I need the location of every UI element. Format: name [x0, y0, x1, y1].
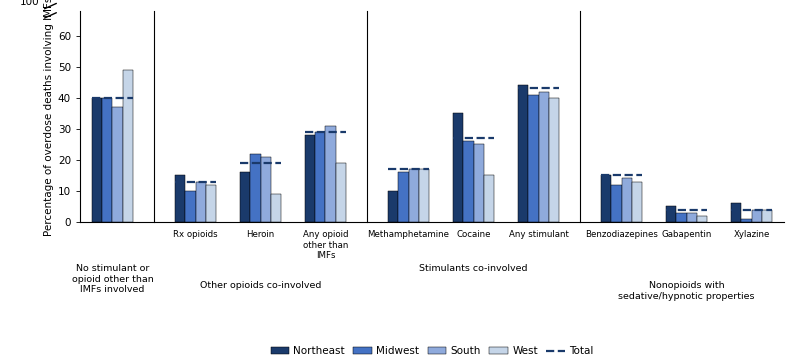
Bar	[549, 98, 559, 222]
Bar	[730, 203, 741, 222]
Text: No stimulant or
opioid other than
IMFs involved: No stimulant or opioid other than IMFs i…	[71, 264, 154, 294]
Text: Cocaine: Cocaine	[456, 231, 491, 240]
Bar	[622, 179, 632, 222]
Bar	[271, 194, 282, 222]
Bar	[113, 107, 123, 222]
Text: Benzodiazepines: Benzodiazepines	[586, 231, 658, 240]
Text: Methamphetamine: Methamphetamine	[368, 231, 450, 240]
Bar	[315, 132, 326, 222]
Bar	[528, 95, 538, 222]
Bar	[261, 157, 271, 222]
Bar	[388, 191, 398, 222]
Text: Stimulants co-involved: Stimulants co-involved	[419, 264, 528, 273]
Text: Nonopioids with
sedative/hypnotic properties: Nonopioids with sedative/hypnotic proper…	[618, 281, 755, 300]
Bar	[123, 70, 134, 222]
Bar	[175, 175, 186, 222]
Bar	[398, 172, 409, 222]
Bar	[751, 209, 762, 222]
Bar	[463, 141, 474, 222]
Bar	[518, 85, 528, 222]
Bar	[196, 182, 206, 222]
Bar	[186, 191, 196, 222]
Bar	[453, 113, 463, 222]
Text: Xylazine: Xylazine	[734, 231, 770, 240]
Bar	[336, 163, 346, 222]
Bar	[741, 219, 751, 222]
Bar	[326, 126, 336, 222]
Text: 100: 100	[19, 0, 39, 6]
Bar	[632, 182, 642, 222]
Text: Rx opioids: Rx opioids	[174, 231, 218, 240]
Bar	[538, 92, 549, 222]
Bar	[409, 169, 419, 222]
Text: Any stimulant: Any stimulant	[509, 231, 569, 240]
Bar	[102, 98, 113, 222]
Bar	[474, 144, 484, 222]
Y-axis label: Percentage of overdose deaths involving IMFs: Percentage of overdose deaths involving …	[44, 0, 54, 236]
Bar	[686, 213, 697, 222]
Bar	[250, 154, 261, 222]
Bar	[611, 185, 622, 222]
Bar	[240, 172, 250, 222]
Bar	[305, 135, 315, 222]
Text: Gabapentin: Gabapentin	[662, 231, 712, 240]
Bar	[419, 169, 430, 222]
Bar	[697, 216, 707, 222]
Text: Other opioids co-involved: Other opioids co-involved	[200, 281, 322, 290]
Bar	[762, 209, 772, 222]
Text: Any opioid
other than
IMFs: Any opioid other than IMFs	[302, 231, 348, 260]
Text: Heroin: Heroin	[246, 231, 274, 240]
Bar	[206, 185, 216, 222]
Bar	[676, 213, 686, 222]
Legend: Northeast, Midwest, South, West, Total: Northeast, Midwest, South, West, Total	[266, 342, 598, 358]
Bar	[666, 207, 676, 222]
Bar	[484, 175, 494, 222]
Bar	[92, 98, 102, 222]
Bar	[601, 175, 611, 222]
